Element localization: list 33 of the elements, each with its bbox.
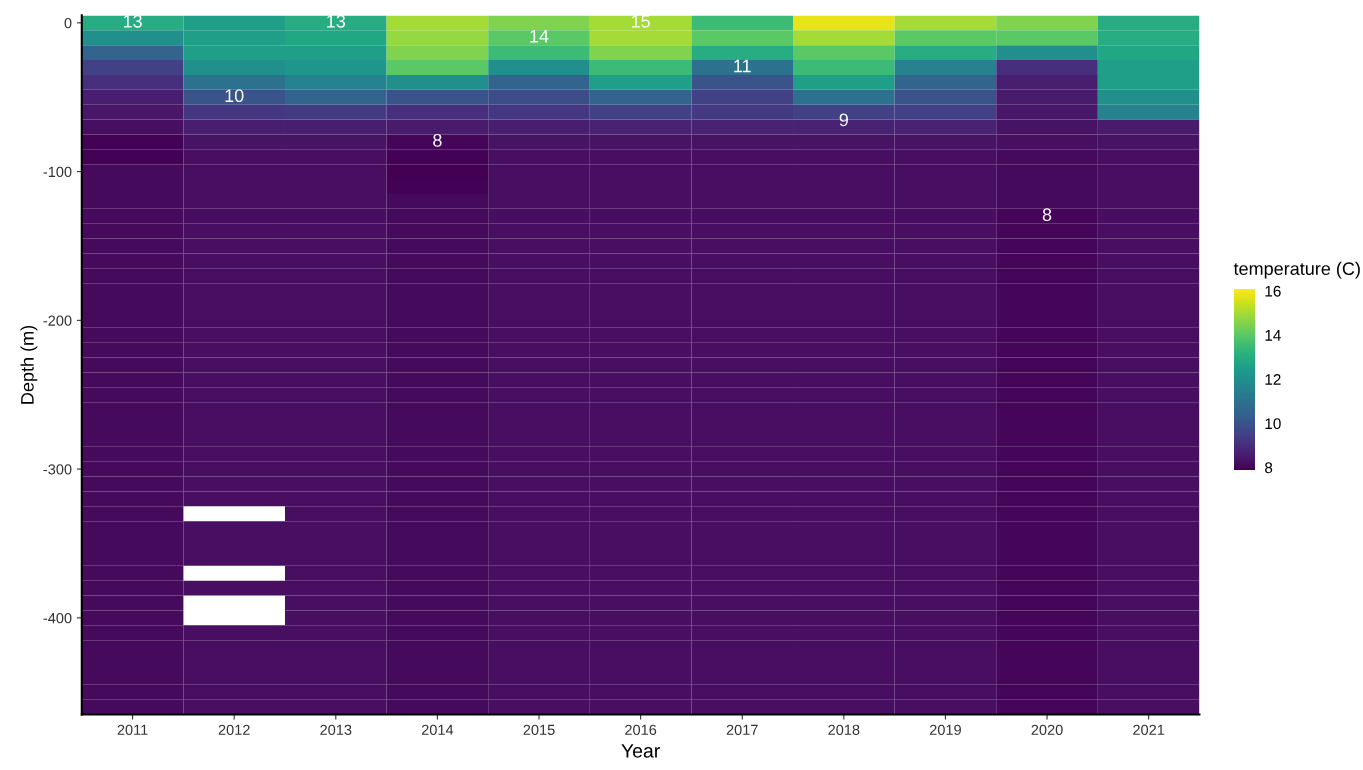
color-bar-label: 12 [1265,374,1281,385]
color-bar-label: 16 [1265,285,1281,297]
color-bar-label: 14 [1265,330,1281,341]
x-tick-label: 2013 [320,724,352,735]
color-bar-label: 8 [1265,462,1273,474]
x-tick-label: 2018 [828,724,860,735]
x-tick-label: 2021 [1133,724,1165,735]
annotation: 11 [734,59,751,73]
annotation: 9 [839,113,848,127]
x-tick-label: 2011 [117,724,148,735]
x-tick-label: 2019 [929,724,961,735]
y-tick-label: 0 [64,17,72,29]
x-axis-title: Year [621,744,660,758]
annotation: 14 [530,29,549,43]
annotation: 8 [433,133,442,147]
annotation: 15 [631,15,650,28]
y-tick-label: -400 [43,612,72,624]
x-tick-label: 2012 [218,724,250,735]
annotation: 10 [225,89,244,103]
y-tick-label: -200 [43,315,72,326]
x-tick-label: 2017 [726,724,758,735]
annotation: 13 [123,14,142,28]
color-bar-title: temperature (C) [1233,261,1360,279]
y-tick-label: -300 [43,464,72,475]
annotation: 8 [1042,208,1052,222]
annotation: 13 [327,14,346,28]
color-bar-label: 10 [1265,418,1281,430]
y-axis-title: Depth (m) [20,325,38,404]
x-tick-label: 2016 [625,724,657,735]
y-tick-label: -100 [43,166,72,178]
x-tick-label: 2014 [421,724,454,735]
x-tick-label: 2015 [523,724,555,735]
x-tick-label: 2020 [1031,724,1063,735]
